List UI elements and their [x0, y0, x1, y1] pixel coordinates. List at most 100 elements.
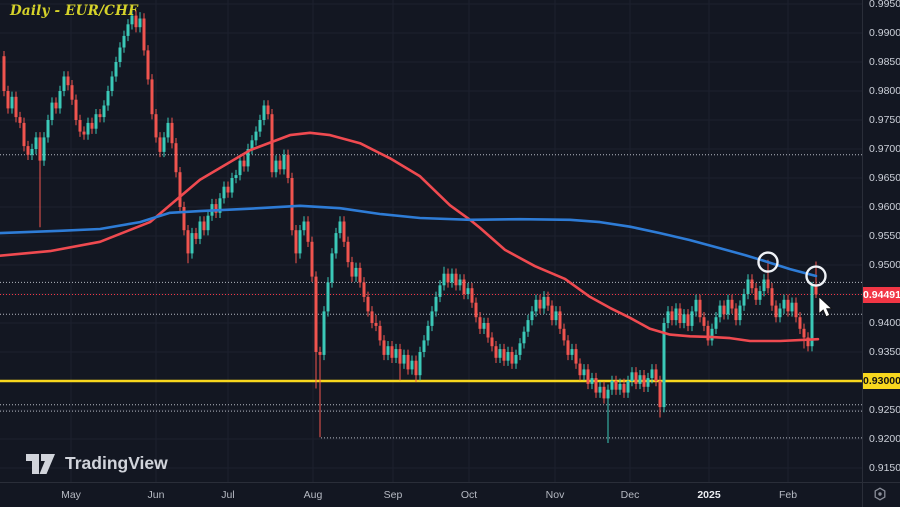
yellow-level-badge: 0.93000 — [863, 373, 900, 389]
candle — [322, 306, 326, 361]
gear-icon[interactable] — [872, 486, 888, 502]
candle — [370, 306, 374, 329]
time-tick-label: Dec — [620, 489, 640, 501]
candle — [386, 340, 390, 361]
candle — [450, 268, 454, 288]
candle — [402, 349, 406, 369]
plot-background — [0, 0, 862, 482]
candle — [550, 300, 554, 326]
candle — [682, 309, 686, 329]
tradingview-watermark[interactable]: TradingView — [26, 453, 168, 474]
candle — [606, 384, 610, 444]
candle — [702, 311, 706, 332]
current-price-badge: 0.94491 — [863, 286, 900, 303]
candle — [566, 335, 570, 361]
candle — [382, 335, 386, 361]
candle — [98, 108, 102, 123]
candle — [338, 216, 342, 239]
candle — [158, 132, 162, 158]
candle — [810, 281, 814, 352]
candle — [198, 216, 202, 245]
candle — [190, 227, 194, 259]
candle — [470, 282, 474, 308]
candle — [282, 149, 286, 175]
candle — [290, 172, 294, 236]
candle — [306, 216, 310, 248]
ma-red-line[interactable] — [0, 131, 820, 343]
chart-plot-svg[interactable] — [0, 0, 862, 482]
candle — [542, 291, 546, 314]
candle — [770, 282, 774, 311]
candle — [562, 323, 566, 346]
candle — [326, 277, 330, 317]
highlight-circle-marker[interactable] — [805, 265, 827, 287]
candle — [698, 294, 702, 323]
candle — [678, 303, 682, 329]
candle — [202, 216, 206, 236]
time-axis-panel[interactable]: May Jun Jul Aug Sep Oct Nov Dec 2025 Feb — [0, 482, 900, 507]
candle — [718, 300, 722, 323]
grid-layer — [0, 0, 862, 482]
candle — [510, 346, 514, 369]
candle — [474, 297, 478, 323]
candle — [738, 300, 742, 326]
candle — [394, 343, 398, 364]
time-tick-label: Oct — [460, 489, 478, 501]
candle — [574, 343, 578, 369]
candle — [610, 375, 614, 395]
candle — [22, 117, 26, 152]
candle — [346, 236, 350, 268]
candle — [254, 126, 258, 146]
candle — [766, 259, 770, 294]
ma-blue-line[interactable] — [0, 204, 818, 278]
candle — [250, 135, 254, 155]
tradingview-brand-label: TradingView — [65, 453, 168, 473]
candle — [498, 343, 502, 364]
candle — [334, 227, 338, 259]
candle — [342, 216, 346, 248]
candle — [782, 294, 786, 314]
candle — [94, 108, 98, 134]
candle — [806, 332, 810, 352]
candle — [534, 294, 538, 317]
candle — [86, 117, 90, 140]
candle — [706, 320, 710, 346]
candle — [758, 285, 762, 306]
candle — [594, 372, 598, 398]
candle — [466, 282, 470, 300]
candle — [442, 266, 446, 291]
candle — [438, 280, 442, 303]
candle — [150, 74, 154, 120]
candle — [66, 71, 70, 91]
candle — [330, 248, 334, 288]
candle — [38, 132, 42, 228]
candle — [6, 85, 10, 114]
time-tick-label: Feb — [778, 489, 798, 501]
candle — [666, 306, 670, 329]
candle — [522, 326, 526, 349]
time-tick-label: Jul — [221, 489, 235, 501]
candle — [722, 300, 726, 320]
candle — [422, 335, 426, 358]
highlight-circle-marker[interactable] — [757, 251, 779, 273]
candle — [134, 10, 138, 33]
candle — [646, 372, 650, 393]
candle — [30, 143, 34, 161]
time-tick-label: Sep — [383, 489, 403, 501]
candle — [626, 375, 630, 398]
candle — [670, 306, 674, 326]
candle — [658, 375, 662, 418]
candle — [262, 100, 266, 126]
candle — [2, 50, 6, 97]
candle — [426, 320, 430, 346]
time-tick-label: Aug — [303, 489, 323, 501]
candles-layer — [2, 9, 818, 444]
candle — [62, 71, 66, 97]
candle — [514, 349, 518, 369]
mouse-cursor — [818, 296, 833, 318]
